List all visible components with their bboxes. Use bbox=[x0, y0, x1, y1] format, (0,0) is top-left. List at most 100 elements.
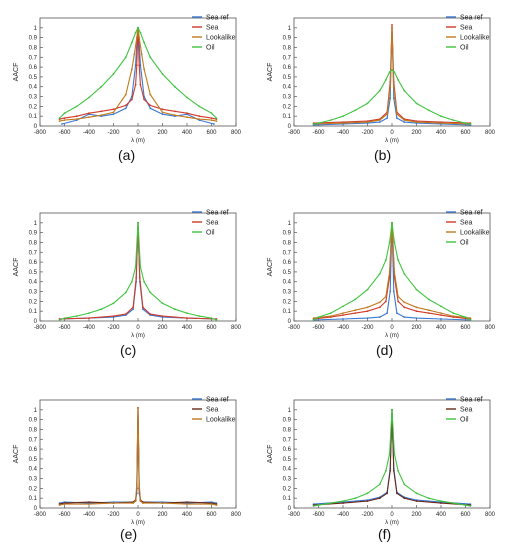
y-tick-label: 0 bbox=[288, 319, 292, 325]
y-tick-label: 0.9 bbox=[283, 418, 292, 424]
panel-label-b: (b) bbox=[374, 147, 392, 163]
data-point bbox=[378, 121, 381, 123]
y-tick-label: 0.8 bbox=[29, 427, 38, 433]
data-point bbox=[396, 492, 398, 495]
data-point bbox=[149, 56, 152, 59]
x-axis-label: λ (m) bbox=[385, 138, 399, 144]
data-point bbox=[378, 316, 381, 318]
y-tick-label: 0.4 bbox=[283, 467, 292, 473]
data-point bbox=[88, 112, 90, 115]
y-tick-label: 0.8 bbox=[29, 240, 38, 246]
x-tick-label: 400 bbox=[182, 512, 193, 518]
chart-panel-f: -800 -600 -400 -200 0 200 400 600 800 0 0.1 0.2 0.3 0… bbox=[254, 382, 509, 537]
x-tick-label: -200 bbox=[107, 512, 120, 518]
data-point bbox=[137, 26, 139, 29]
data-point bbox=[397, 295, 399, 298]
legend: Sea ref Sea Lookalike bbox=[192, 397, 236, 424]
data-point bbox=[131, 98, 133, 101]
x-tick-label: -800 bbox=[34, 512, 47, 518]
legend-label: Sea bbox=[206, 25, 219, 32]
legend-label: Lookalike bbox=[206, 417, 236, 424]
data-point bbox=[378, 301, 381, 304]
series-line bbox=[313, 409, 471, 506]
y-tick-label: 0.3 bbox=[283, 477, 292, 483]
x-tick-label: 0 bbox=[136, 130, 140, 136]
y-tick-label: 0.9 bbox=[29, 231, 38, 237]
data-point bbox=[415, 492, 418, 495]
data-point bbox=[329, 502, 332, 504]
y-tick-label: 0.2 bbox=[29, 104, 38, 110]
data-point bbox=[392, 290, 395, 293]
y-tick-label: 0.7 bbox=[283, 55, 292, 61]
data-point bbox=[133, 53, 136, 56]
data-point bbox=[386, 492, 388, 495]
data-point bbox=[142, 306, 144, 309]
y-tick-label: 0.6 bbox=[29, 65, 38, 71]
y-tick-label: 0.5 bbox=[283, 75, 292, 81]
data-point bbox=[186, 501, 188, 503]
x-tick-label: -800 bbox=[288, 325, 301, 331]
x-tick-label: -200 bbox=[361, 325, 374, 331]
legend-label: Sea bbox=[460, 25, 473, 32]
data-point bbox=[391, 221, 393, 224]
x-axis-label: λ (m) bbox=[385, 333, 399, 339]
data-point bbox=[385, 469, 387, 472]
data-point bbox=[366, 102, 369, 105]
data-point bbox=[385, 259, 387, 261]
legend-label: Sea ref bbox=[206, 15, 229, 22]
x-tick-label: 800 bbox=[485, 512, 496, 518]
series-oil bbox=[312, 221, 472, 321]
data-point bbox=[58, 319, 61, 321]
data-point bbox=[161, 73, 164, 75]
y-tick-label: 0.7 bbox=[283, 437, 292, 443]
x-tick-label: 400 bbox=[182, 325, 193, 331]
legend: Sea ref Sea Lookalike Oil bbox=[446, 210, 490, 247]
data-point bbox=[112, 108, 115, 111]
data-point bbox=[415, 121, 418, 123]
data-point bbox=[100, 110, 103, 113]
data-point bbox=[366, 500, 369, 502]
y-tick-label: 0.9 bbox=[29, 36, 38, 42]
data-point bbox=[366, 306, 369, 309]
legend-label: Sea bbox=[206, 407, 219, 414]
data-point bbox=[403, 483, 406, 486]
y-axis-label: AACF bbox=[267, 445, 274, 464]
data-point bbox=[366, 310, 369, 313]
data-point bbox=[143, 98, 146, 101]
data-point bbox=[354, 298, 357, 301]
x-tick-label: 0 bbox=[390, 130, 394, 136]
series-line bbox=[313, 27, 471, 125]
data-point bbox=[112, 113, 115, 116]
x-tick-label: -600 bbox=[312, 512, 325, 518]
data-point bbox=[173, 85, 176, 88]
x-tick-label: 600 bbox=[460, 130, 471, 136]
data-point bbox=[63, 112, 66, 115]
y-tick-label: 0.4 bbox=[283, 280, 292, 286]
legend-label: Sea ref bbox=[206, 210, 229, 217]
data-point bbox=[342, 115, 344, 118]
y-tick-label: 0.4 bbox=[29, 280, 38, 286]
data-point bbox=[63, 117, 66, 119]
legend-label: Lookalike bbox=[460, 35, 490, 42]
data-point bbox=[415, 317, 418, 319]
data-point bbox=[161, 502, 164, 504]
legend-label: Sea ref bbox=[460, 397, 483, 404]
data-point bbox=[312, 505, 315, 507]
data-point bbox=[112, 302, 115, 305]
data-point bbox=[124, 56, 127, 59]
data-point bbox=[427, 312, 430, 314]
data-point bbox=[393, 71, 396, 73]
y-axis-label: AACF bbox=[13, 258, 20, 277]
data-point bbox=[215, 319, 218, 321]
data-point bbox=[134, 83, 137, 86]
data-point bbox=[112, 111, 115, 114]
data-point bbox=[378, 497, 381, 500]
data-point bbox=[354, 497, 357, 500]
x-axis-label: λ (m) bbox=[131, 138, 145, 144]
x-axis-label: λ (m) bbox=[131, 333, 145, 339]
data-point bbox=[139, 83, 142, 86]
data-point bbox=[452, 315, 455, 317]
data-point bbox=[137, 407, 139, 409]
data-point bbox=[215, 120, 218, 122]
x-tick-label: 600 bbox=[206, 512, 217, 518]
